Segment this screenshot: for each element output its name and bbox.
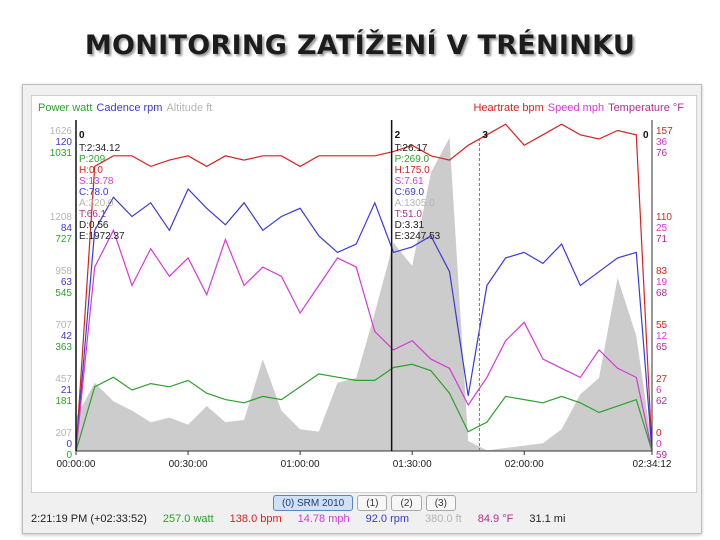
series-line-3 [75,228,653,452]
right-tick-label: 68 [656,288,668,299]
marker-info: C:78.0 [79,187,109,198]
marker-info: T:26.17 [395,143,428,154]
legend-right-item-0: Heartrate bpm [473,102,544,114]
tab-0[interactable]: (0) SRM 2010 [273,495,354,511]
left-tick-label: 457 [55,374,72,385]
x-tick-label: 02:00:00 [505,459,544,470]
left-tick-label: 1031 [50,148,73,159]
left-tick-label: 727 [55,234,72,245]
x-tick-label: 01:30:00 [393,459,432,470]
right-tick-label: 76 [656,148,668,159]
marker-info: A:320.0 [79,198,114,209]
left-tick-label: 545 [55,288,72,299]
x-tick-label: 02:34:12 [633,459,672,470]
left-tick-label: 1208 [50,212,73,223]
marker-info: P:209 [79,154,106,165]
marker-info: P:269.0 [395,154,430,165]
status-value-3: 14.78 mph [297,513,350,525]
left-tick-label: 1626 [50,126,73,137]
x-tick-label: 00:30:00 [169,459,208,470]
right-tick-label: 65 [656,342,668,353]
status-bar: 2:21:19 PM (+02:33:52) 257.0 watt 138.0 bp… [31,513,581,525]
right-tick-label: 0 [656,428,662,439]
series-line-4 [75,363,653,452]
legend-left-item-1: Cadence rpm [96,102,163,114]
legend-right-item-1: Speed mph [547,102,605,114]
left-tick-label: 84 [61,223,73,234]
left-tick-label: 363 [55,342,72,353]
left-tick-label: 207 [55,428,72,439]
file-tabs: (0) SRM 2010 (1) (2) (3) [273,495,456,511]
left-tick-label: 42 [61,331,73,342]
x-tick-label: 00:00:00 [57,459,96,470]
right-tick-label: 19 [656,277,668,288]
ride-chart[interactable]: 1626120895870745720712084634221010317275… [32,96,696,492]
marker-info: S:7.61 [395,176,424,187]
right-tick-label: 27 [656,374,668,385]
right-tick-label: 71 [656,234,668,245]
right-tick-label: 83 [656,266,668,277]
status-value-5: 380.0 ft [425,513,462,525]
marker-info: T:66.1 [79,209,107,220]
x-tick-label: 01:00:00 [281,459,320,470]
status-value-0: 2:21:19 PM (+02:33:52) [31,513,147,525]
marker-info: T:51.0 [395,209,423,220]
status-value-6: 84.9 °F [477,513,514,525]
left-tick-label: 707 [55,320,72,331]
right-tick-label: 12 [656,331,668,342]
left-tick-label: 0 [66,450,72,461]
legend-left-item-2: Altitude ft [166,102,213,114]
series-area-0 [76,137,652,451]
legend-right-item-2: Temperature °F [608,102,684,114]
status-value-4: 92.0 rpm [365,513,410,525]
status-value-2: 138.0 bpm [229,513,282,525]
tab-1[interactable]: (1) [357,495,388,511]
chart-area[interactable]: Power watt Cadence rpm Altitude ft Heartra… [31,95,697,493]
right-tick-label: 62 [656,396,668,407]
tab-2[interactable]: (2) [391,495,422,511]
status-value-1: 257.0 watt [162,513,214,525]
marker-info: D:0.56 [79,220,109,231]
legend-left: Power watt Cadence rpm Altitude ft [38,102,216,114]
marker-label: 0 [79,130,85,141]
marker-info: T:2:34.12 [79,143,121,154]
right-tick-label: 0 [656,439,662,450]
left-tick-label: 21 [61,385,73,396]
right-tick-label: 36 [656,137,668,148]
marker-info: D:3.31 [395,220,425,231]
marker-info: H:175.0 [395,165,430,176]
series-line-1 [75,123,653,452]
right-tick-label: 25 [656,223,668,234]
marker-info: C:69.0 [395,187,425,198]
slide-title: MONITORING ZATÍŽENÍ V TRÉNINKU [84,30,636,61]
legend-left-item-0: Power watt [38,102,93,114]
marker-info: A:1305.0 [395,198,435,209]
marker-label: 3 [482,130,488,141]
tab-3[interactable]: (3) [425,495,456,511]
right-tick-label: 157 [656,126,673,137]
marker-info: E:3247.53 [395,231,441,242]
srm-analysis-window: Power watt Cadence rpm Altitude ft Heartra… [22,84,702,534]
right-tick-label: 110 [656,212,672,223]
left-tick-label: 181 [55,396,72,407]
marker-info: H:0.0 [79,165,103,176]
left-tick-label: 63 [61,277,73,288]
left-tick-label: 958 [55,266,72,277]
right-tick-label: 6 [656,385,662,396]
right-tick-label: 59 [656,450,668,461]
legend-right: Heartrate bpm Speed mph Temperature °F [473,102,688,114]
marker-info: E:1972.37 [79,231,125,242]
marker-info: S:13.78 [79,176,114,187]
marker-label: 0 [643,130,649,141]
series-line-2 [75,187,653,452]
left-tick-label: 120 [55,137,72,148]
status-value-7: 31.1 mi [529,513,566,525]
marker-label: 2 [395,130,401,141]
right-tick-label: 55 [656,320,668,331]
left-tick-label: 0 [66,439,72,450]
